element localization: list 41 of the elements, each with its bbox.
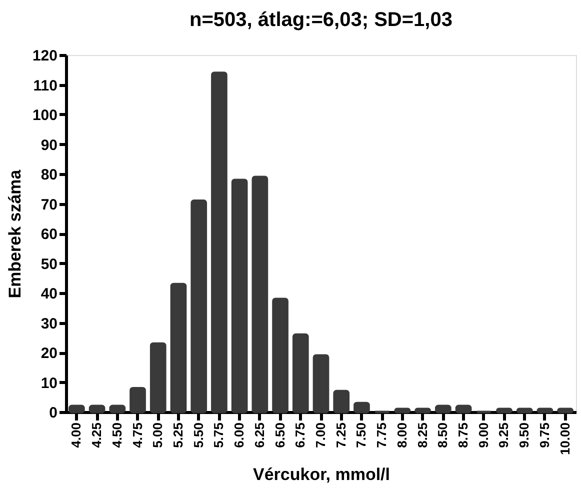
y-tick-label: 70 xyxy=(40,196,58,214)
x-tick-label: 7.50 xyxy=(354,422,369,448)
y-tick-label: 0 xyxy=(49,404,58,422)
x-tick-label: 9.00 xyxy=(476,422,491,448)
x-tick-label: 7.00 xyxy=(313,422,328,448)
x-tick-label: 6.75 xyxy=(292,422,308,448)
x-tick-label: 4.00 xyxy=(68,422,84,448)
x-tick-label: 4.75 xyxy=(130,422,145,448)
x-tick-label: 9.50 xyxy=(516,422,532,448)
x-axis-title: Vércukor, mmol/l xyxy=(253,465,390,484)
y-tick-label: 80 xyxy=(40,166,58,184)
y-tick-label: 50 xyxy=(40,256,58,273)
y-tick-label: 20 xyxy=(40,345,58,362)
x-tick-label: 10.00 xyxy=(557,422,572,456)
y-tick-label: 110 xyxy=(33,77,58,94)
y-tick-label: 10 xyxy=(40,374,58,392)
x-tick-label: 6.50 xyxy=(272,422,288,448)
x-tick-label: 5.75 xyxy=(211,422,226,448)
x-tick-label: 8.00 xyxy=(394,422,410,448)
y-tick-label: 120 xyxy=(32,48,58,64)
chart-title: n=503, átlag:=6,03; SD=1,03 xyxy=(190,9,452,31)
x-tick-label: 7.25 xyxy=(333,422,348,448)
x-tick-label: 4.25 xyxy=(89,422,104,448)
x-tick-label: 5.00 xyxy=(150,422,166,448)
y-axis-title: Emberek száma xyxy=(5,169,24,298)
y-tick-label: 40 xyxy=(40,286,58,302)
x-tick-label: 9.75 xyxy=(536,422,552,448)
x-tick-label: 9.25 xyxy=(496,422,512,448)
y-tick-label: 90 xyxy=(40,136,58,154)
x-tick-label: 8.25 xyxy=(414,422,430,448)
x-tick-label: 6.25 xyxy=(252,422,267,448)
x-tick-label: 5.25 xyxy=(170,422,186,448)
x-tick-label: 8.50 xyxy=(435,422,450,448)
x-tick-label: 7.75 xyxy=(374,422,390,448)
y-tick-label: 30 xyxy=(40,315,58,332)
x-tick-label: 5.50 xyxy=(190,422,206,448)
y-tick-label: 100 xyxy=(32,107,58,124)
x-tick-label: 8.75 xyxy=(456,422,471,448)
y-tick-label: 60 xyxy=(40,226,58,243)
x-tick-label: 6.00 xyxy=(232,422,247,448)
x-tick-label: 4.50 xyxy=(109,422,124,448)
